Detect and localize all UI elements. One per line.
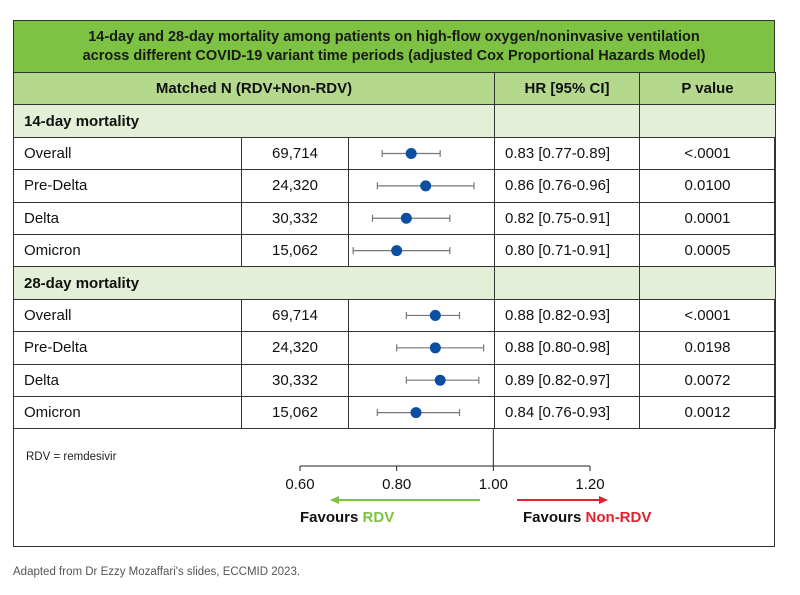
- forest-cell: [348, 331, 495, 365]
- matched-n: 15,062: [241, 233, 349, 268]
- forest-cell: [348, 201, 495, 235]
- forest-cell: [348, 298, 495, 333]
- group-label: Delta: [13, 201, 242, 235]
- forest-cell: [348, 363, 495, 397]
- matched-n: 30,332: [241, 201, 349, 235]
- forest-cell: [348, 395, 495, 430]
- table-row: Delta 30,332 0.89 [0.82-0.97] 0.0072: [13, 363, 776, 397]
- hr-ci: 0.88 [0.82-0.93]: [494, 298, 640, 333]
- forest-cell: [348, 169, 495, 203]
- results-table: Matched N (RDV+Non-RDV) HR [95% CI] P va…: [13, 71, 776, 430]
- section-empty-cell: [639, 104, 776, 138]
- p-value: 0.0100: [639, 169, 776, 203]
- table-row: Overall 69,714 0.88 [0.82-0.93] <.0001: [13, 298, 776, 333]
- table-row: Omicron 15,062 0.80 [0.71-0.91] 0.0005: [13, 233, 776, 268]
- forest-cell: [348, 136, 495, 171]
- p-value: 0.0012: [639, 395, 776, 430]
- header-row: Matched N (RDV+Non-RDV) HR [95% CI] P va…: [13, 71, 776, 106]
- title-line-2: across different COVID-19 variant time p…: [82, 47, 706, 64]
- p-value: 0.0001: [639, 201, 776, 235]
- hr-ci: 0.83 [0.77-0.89]: [494, 136, 640, 171]
- p-value: <.0001: [639, 298, 776, 333]
- group-label: Omicron: [13, 233, 242, 268]
- matched-n: 69,714: [241, 298, 349, 333]
- title-line-1: 14-day and 28-day mortality among patien…: [88, 28, 700, 45]
- group-label: Pre-Delta: [13, 331, 242, 365]
- p-value: 0.0072: [639, 363, 776, 397]
- table-row: Pre-Delta 24,320 0.86 [0.76-0.96] 0.0100: [13, 169, 776, 203]
- hr-ci: 0.80 [0.71-0.91]: [494, 233, 640, 268]
- section-row-14-day: 14-day mortality: [13, 104, 776, 138]
- matched-n: 15,062: [241, 395, 349, 430]
- section-label: 28-day mortality: [13, 266, 495, 300]
- header-matched-n: Matched N (RDV+Non-RDV): [13, 71, 495, 106]
- header-p-value: P value: [639, 71, 776, 106]
- section-empty-cell: [639, 266, 776, 300]
- hr-ci: 0.88 [0.80-0.98]: [494, 331, 640, 365]
- section-empty-cell: [494, 266, 640, 300]
- matched-n: 24,320: [241, 169, 349, 203]
- forest-cell: [348, 233, 495, 268]
- hr-ci: 0.86 [0.76-0.96]: [494, 169, 640, 203]
- figure-title: 14-day and 28-day mortality among patien…: [13, 20, 775, 73]
- group-label: Omicron: [13, 395, 242, 430]
- matched-n: 24,320: [241, 331, 349, 365]
- group-label: Overall: [13, 298, 242, 333]
- table-row: Delta 30,332 0.82 [0.75-0.91] 0.0001: [13, 201, 776, 235]
- hr-ci: 0.89 [0.82-0.97]: [494, 363, 640, 397]
- group-label: Pre-Delta: [13, 169, 242, 203]
- matched-n: 30,332: [241, 363, 349, 397]
- hr-ci: 0.82 [0.75-0.91]: [494, 201, 640, 235]
- table-row: Pre-Delta 24,320 0.88 [0.80-0.98] 0.0198: [13, 331, 776, 365]
- p-value: 0.0005: [639, 233, 776, 268]
- group-label: Delta: [13, 363, 242, 397]
- header-hr: HR [95% CI]: [494, 71, 640, 106]
- abbreviation-footnote: RDV = remdesivir: [26, 451, 117, 463]
- table-row: Omicron 15,062 0.84 [0.76-0.93] 0.0012: [13, 395, 776, 430]
- section-label: 14-day mortality: [13, 104, 495, 138]
- p-value: <.0001: [639, 136, 776, 171]
- matched-n: 69,714: [241, 136, 349, 171]
- section-empty-cell: [494, 104, 640, 138]
- p-value: 0.0198: [639, 331, 776, 365]
- hr-ci: 0.84 [0.76-0.93]: [494, 395, 640, 430]
- source-note: Adapted from Dr Ezzy Mozaffari's slides,…: [13, 566, 301, 578]
- table-row: Overall 69,714 0.83 [0.77-0.89] <.0001: [13, 136, 776, 171]
- group-label: Overall: [13, 136, 242, 171]
- section-row-28-day: 28-day mortality: [13, 266, 776, 300]
